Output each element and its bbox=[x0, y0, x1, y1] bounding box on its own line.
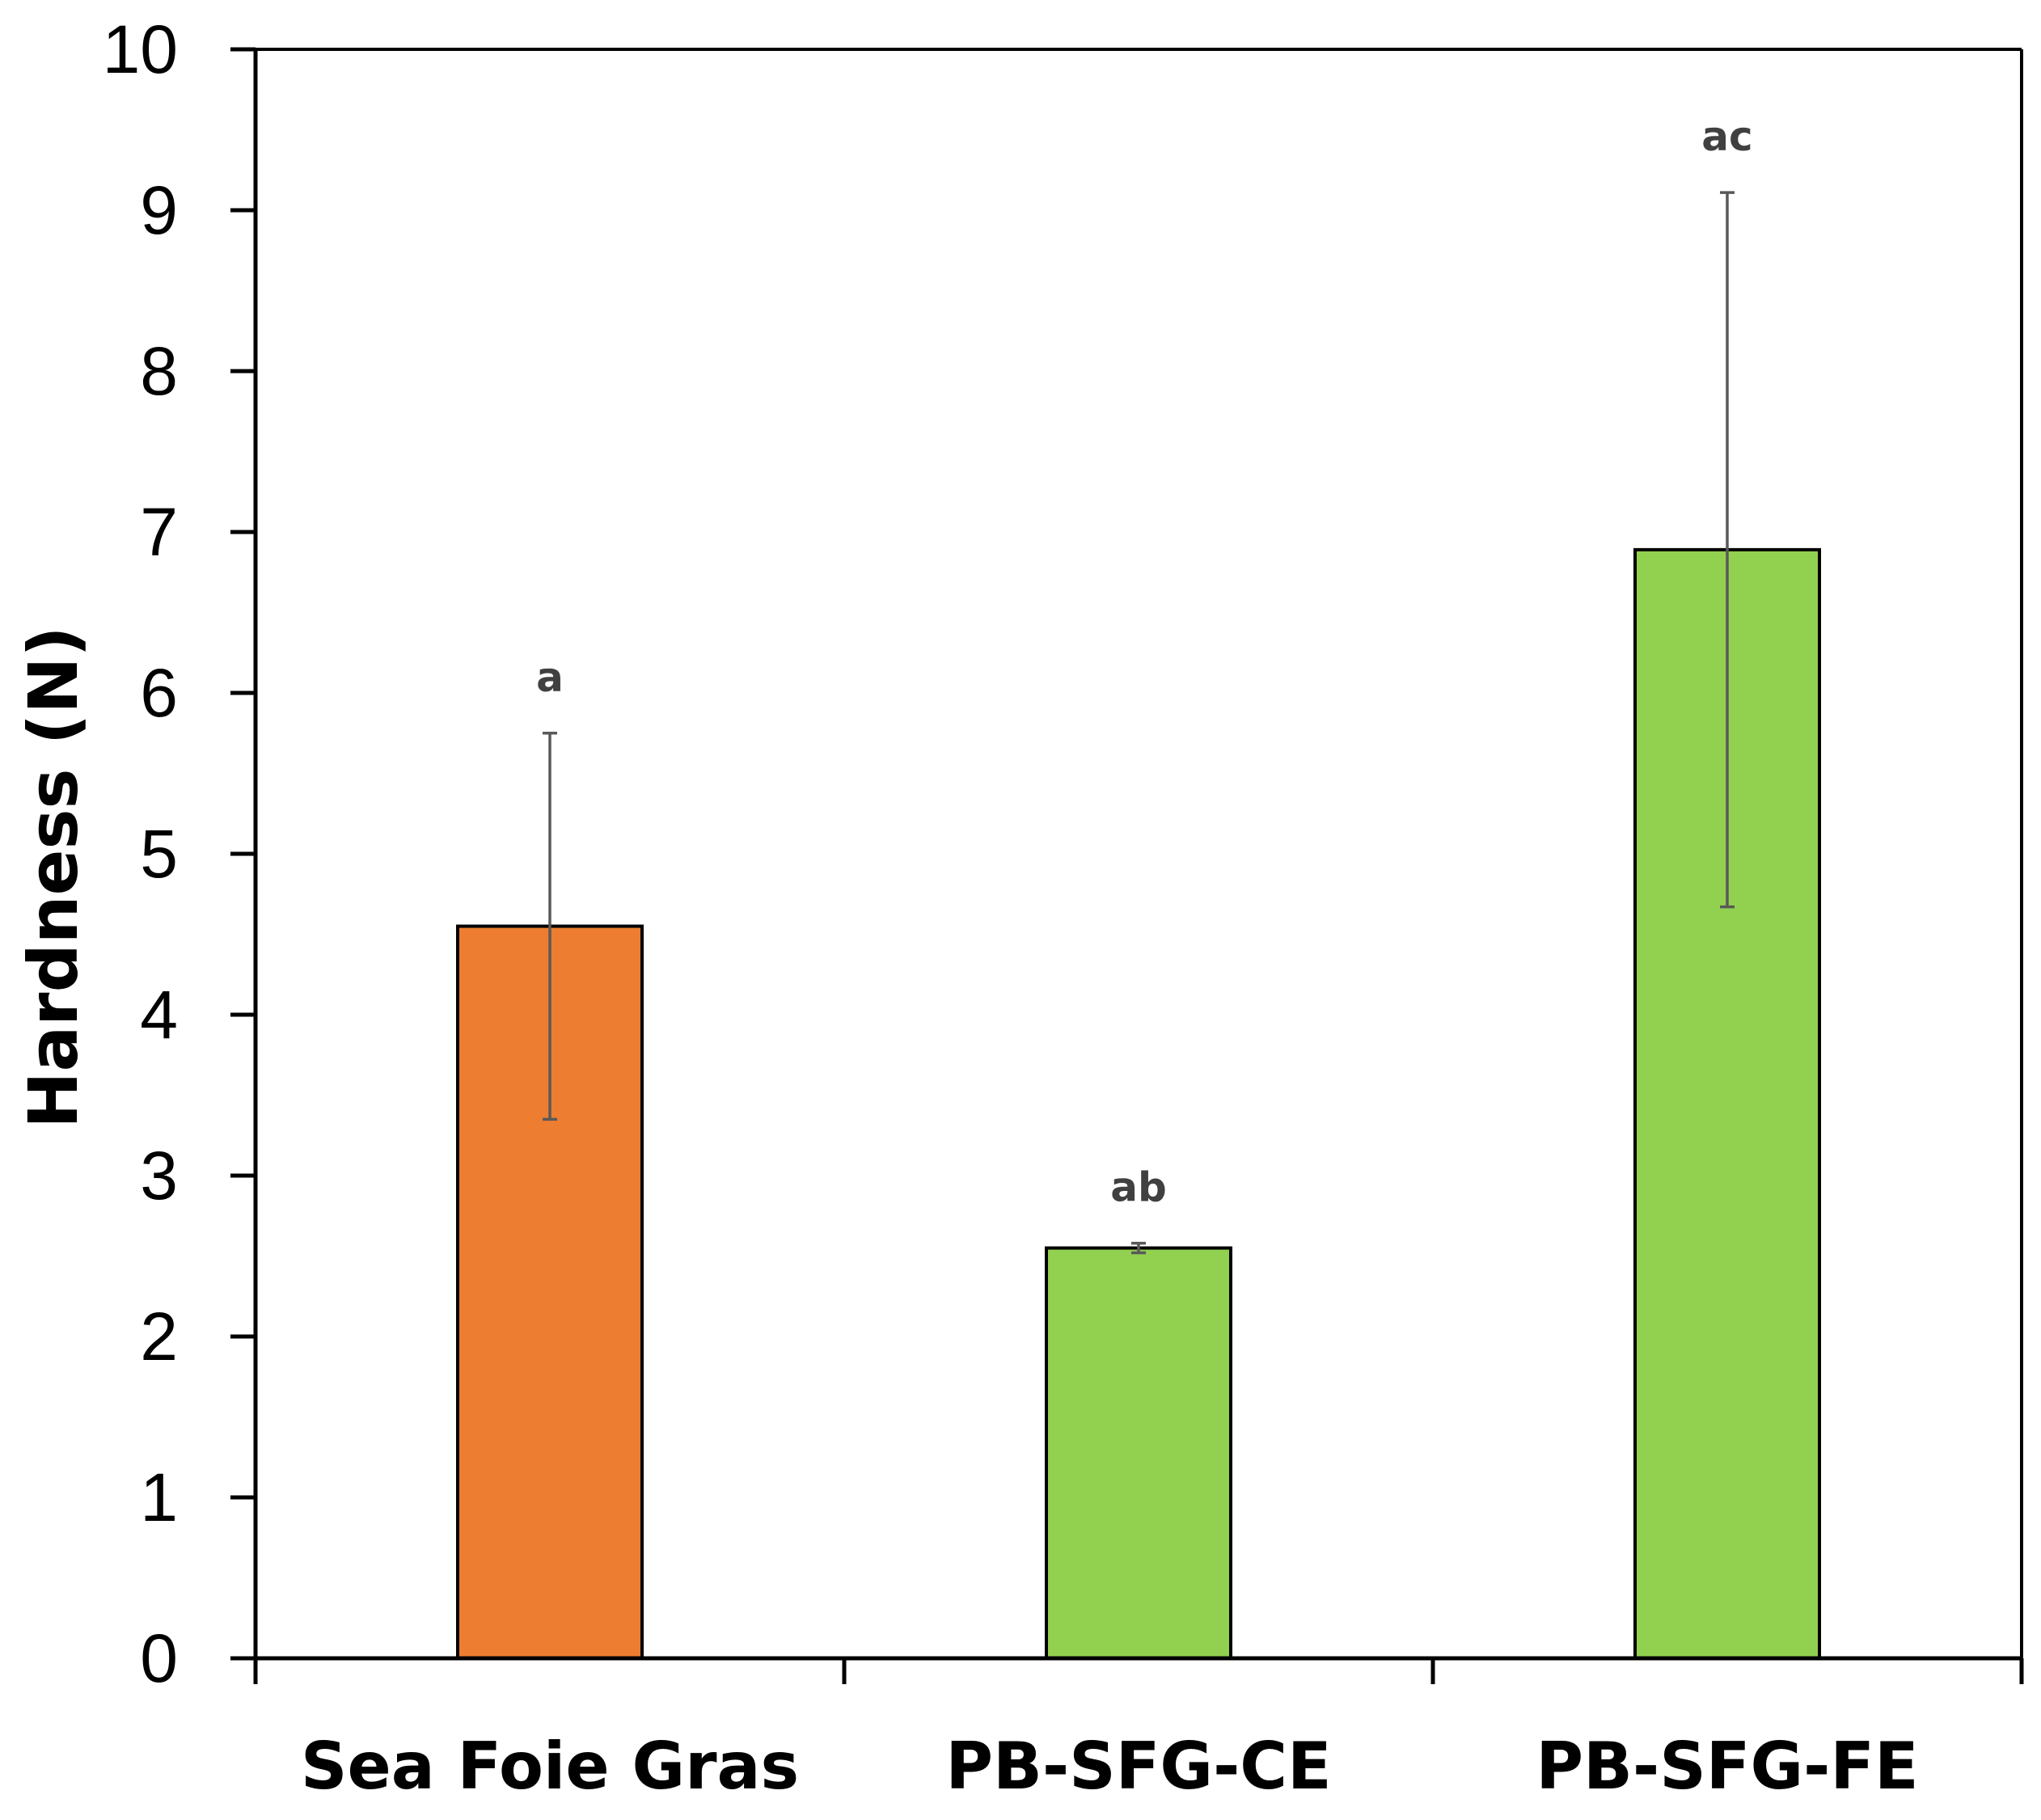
bar bbox=[1045, 1246, 1232, 1661]
significance-label: ab bbox=[1110, 1164, 1167, 1211]
y-tick-label: 7 bbox=[140, 494, 178, 570]
significance-label: ac bbox=[1701, 113, 1752, 160]
y-axis-title: Hardness (N) bbox=[14, 626, 93, 1129]
y-tick-label: 3 bbox=[140, 1138, 178, 1214]
error-bars-layer bbox=[543, 191, 1735, 1255]
significance-labels-layer: a ab ac bbox=[536, 113, 1753, 1210]
y-tick-label: 0 bbox=[140, 1620, 178, 1696]
bars-layer bbox=[456, 547, 1821, 1661]
y-tick-label: 1 bbox=[140, 1459, 178, 1535]
y-tick-label: 2 bbox=[140, 1298, 178, 1375]
significance-label: a bbox=[536, 654, 564, 701]
y-tick-label: 5 bbox=[140, 816, 178, 892]
y-tick-label: 8 bbox=[140, 333, 178, 409]
y-ticks-layer: 0 1 2 3 4 5 6 7 8 9 10 bbox=[103, 11, 256, 1696]
x-category-label: Sea Foie Gras bbox=[301, 1729, 799, 1804]
x-category-label: PB-SFG-CE bbox=[945, 1729, 1331, 1804]
y-tick-label: 6 bbox=[140, 655, 178, 731]
y-tick-label: 9 bbox=[140, 172, 178, 248]
x-ticks-layer: Sea Foie Gras PB-SFG-CE PB-SFG-FE bbox=[253, 1658, 2024, 1804]
y-tick-label: 4 bbox=[140, 977, 178, 1053]
x-category-label: PB-SFG-FE bbox=[1536, 1729, 1918, 1804]
y-tick-label: 10 bbox=[103, 11, 178, 87]
